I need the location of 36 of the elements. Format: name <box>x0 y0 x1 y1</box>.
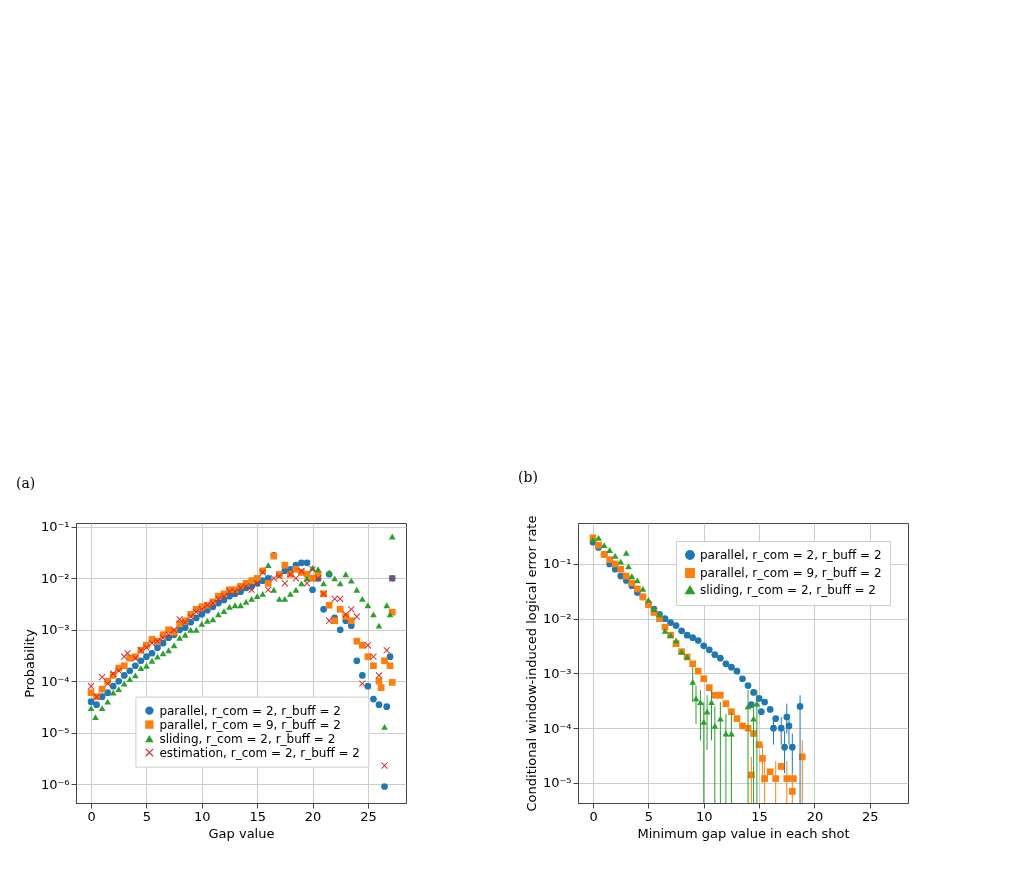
y-tick-label: 10⁻⁴ <box>40 673 70 689</box>
y-tick-label: 10⁻² <box>40 570 70 586</box>
legend-label: sliding, r_com = 2, r_buff = 2 <box>700 583 876 597</box>
y-tick-label: 10⁻⁴ <box>542 720 572 736</box>
x-axis-title: Gap value <box>208 825 275 841</box>
y-axis-title: Probability <box>21 628 37 698</box>
x-tick-label: 20 <box>304 808 322 824</box>
y-axis-title: Conditional window-induced logical error rate <box>523 515 539 812</box>
chart-title: (b) <box>518 469 538 486</box>
legend-label: sliding, r_com = 2, r_buff = 2 <box>159 731 336 746</box>
x-tick-label: 15 <box>751 808 768 824</box>
x-tick-label: 15 <box>249 808 266 824</box>
y-tick-label: 10⁻⁶ <box>40 776 70 792</box>
x-tick-label: 5 <box>644 808 654 824</box>
chart-title: (a) <box>16 474 36 491</box>
y-tick-label: 10⁻² <box>542 611 572 627</box>
legend-label: parallel, r_com = 9, r_buff = 2 <box>700 566 882 580</box>
legend-label: parallel, r_com = 2, r_buff = 2 <box>700 548 882 562</box>
x-axis-title: Minimum gap value in each shot <box>637 825 850 841</box>
y-tick-label: 10⁻³ <box>40 622 70 638</box>
x-tick-label: 20 <box>806 808 824 824</box>
legend-label: parallel, r_com = 2, r_buff = 2 <box>159 703 341 718</box>
y-tick-label: 10⁻⁵ <box>40 725 70 741</box>
x-tick-label: 25 <box>862 808 879 824</box>
y-tick-label: 10⁻¹ <box>40 519 70 535</box>
x-tick-label: 25 <box>360 808 377 824</box>
x-tick-label: 0 <box>589 808 598 824</box>
x-tick-label: 5 <box>142 808 152 824</box>
y-tick-label: 10⁻⁵ <box>542 775 572 791</box>
x-tick-label: 10 <box>695 808 713 824</box>
y-tick-label: 10⁻¹ <box>542 556 572 572</box>
y-tick-label: 10⁻³ <box>542 665 572 681</box>
legend-label: parallel, r_com = 9, r_buff = 2 <box>159 717 341 732</box>
x-tick-label: 0 <box>87 808 96 824</box>
x-tick-label: 10 <box>194 808 211 824</box>
legend-label: estimation, r_com = 2, r_buff = 2 <box>159 745 360 760</box>
